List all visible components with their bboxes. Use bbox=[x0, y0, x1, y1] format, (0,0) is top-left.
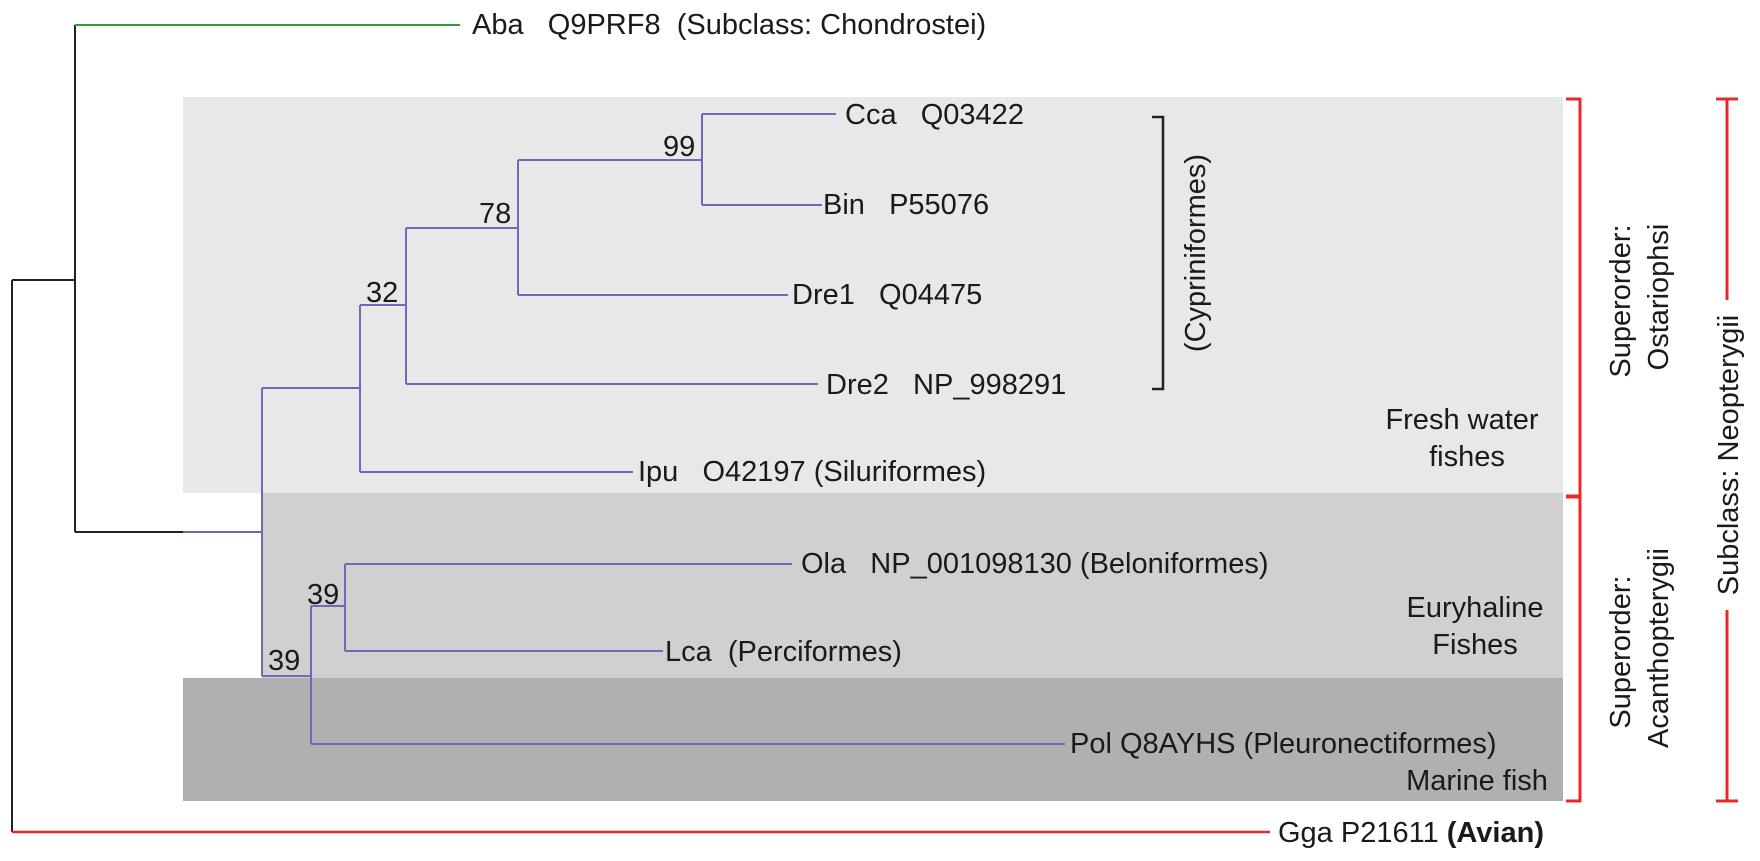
euryhaline-label-line2: Fishes bbox=[1432, 629, 1517, 661]
marine-label: Marine fish bbox=[1406, 765, 1548, 797]
fresh-water-label-line2: fishes bbox=[1429, 441, 1505, 473]
leaf-label-dre1: Dre1 Q04475 bbox=[792, 279, 982, 311]
acanthopterygii-label-line1: Superorder: bbox=[1605, 575, 1637, 728]
ostariophysi-bracket bbox=[1566, 97, 1582, 498]
leaf-label-gga-id: Gga P21611 bbox=[1278, 817, 1447, 849]
ostariophysi-label-line1: Superorder: bbox=[1605, 224, 1637, 377]
region-white-gap bbox=[1385, 70, 1563, 97]
ostariophysi-label-line2: Ostariophsi bbox=[1643, 224, 1675, 371]
support-value-ola-lca: 39 bbox=[307, 579, 339, 611]
leaf-label-cca: Cca Q03422 bbox=[845, 99, 1024, 131]
root-branches bbox=[11, 25, 183, 832]
leaf-label-ola: Ola NP_001098130 (Beloniformes) bbox=[801, 548, 1268, 580]
support-value-acanthopterygii: 39 bbox=[268, 645, 300, 677]
region-marine bbox=[183, 678, 1563, 801]
leaf-label-pol: Pol Q8AYHS (Pleuronectiformes) bbox=[1070, 728, 1497, 760]
teleost-branches bbox=[183, 113, 1065, 745]
ostariophysi-label: Superorder: Ostariophsi bbox=[1605, 216, 1675, 377]
region-fresh-water bbox=[183, 97, 1563, 493]
support-value-cca-dre1: 78 bbox=[479, 198, 511, 230]
support-value-cypriniformes-dre2: 32 bbox=[366, 277, 398, 309]
euryhaline-label-line1: Euryhaline bbox=[1406, 592, 1543, 624]
leaf-label-ipu: Ipu O42197 (Siluriformes) bbox=[638, 456, 986, 488]
leaf-label-bin: Bin P55076 bbox=[823, 189, 989, 221]
acanthopterygii-bracket bbox=[1566, 495, 1582, 803]
leaf-label-lca: Lca (Perciformes) bbox=[665, 636, 902, 668]
neopterygii-label: Subclass: Neopterygii bbox=[1713, 315, 1745, 595]
leaf-label-dre2: Dre2 NP_998291 bbox=[826, 369, 1066, 401]
support-value-cca-bin: 99 bbox=[663, 131, 695, 163]
fresh-water-label-line1: Fresh water bbox=[1385, 404, 1538, 436]
cypriniformes-bracket bbox=[1152, 115, 1165, 391]
neopterygii-label-gap bbox=[1715, 300, 1739, 610]
region-euryhaline bbox=[262, 493, 1563, 678]
cypriniformes-label: (Cypriniformes) bbox=[1180, 154, 1212, 352]
acanthopterygii-label-line2: Acanthopterygii bbox=[1643, 548, 1675, 748]
leaf-label-gga: Gga P21611 (Avian) bbox=[1278, 817, 1544, 849]
superorder-brackets bbox=[1566, 97, 1738, 803]
leaf-label-aba: Aba Q9PRF8 (Subclass: Chondrostei) bbox=[472, 9, 986, 41]
acanthopterygii-label: Superorder: Acanthopterygii bbox=[1605, 548, 1675, 748]
leaf-label-gga-group: (Avian) bbox=[1447, 817, 1544, 849]
